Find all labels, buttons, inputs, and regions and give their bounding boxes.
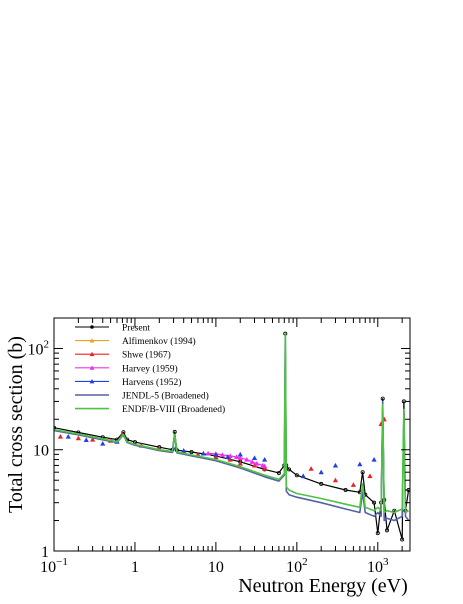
legend-label: Shwe (1967) — [122, 350, 171, 361]
data-point — [385, 528, 390, 533]
legend-item-5: Harvens (1952) — [75, 377, 181, 388]
series-3 — [57, 416, 387, 487]
data-point — [262, 466, 268, 471]
legend-swatch-marker — [89, 365, 95, 370]
x-tick-label-exp: −1 — [56, 556, 68, 568]
legend-label: JENDL-5 (Broadened) — [122, 391, 209, 402]
x-tick-label-base: 10 — [286, 559, 302, 576]
data-point — [262, 456, 268, 462]
legend-label: ENDF/B-VIII (Broadened) — [122, 404, 225, 415]
data-point — [276, 470, 281, 475]
data-point — [237, 451, 243, 457]
legend-label: Present — [122, 324, 150, 334]
legend-item-6: JENDL-5 (Broadened) — [75, 391, 209, 402]
series-1 — [54, 331, 410, 542]
y-tick-label-base: 10 — [28, 341, 44, 358]
series-line — [54, 332, 410, 514]
data-point — [367, 473, 373, 479]
data-point — [100, 440, 106, 446]
legend-item-2: Alfimenkov (1994) — [75, 336, 196, 347]
data-point — [227, 456, 233, 462]
legend-swatch-marker — [89, 351, 95, 357]
data-point — [371, 456, 377, 462]
data-point — [294, 473, 299, 478]
y-tick-label: 1 — [41, 544, 49, 561]
data-point — [213, 451, 219, 457]
data-point — [372, 500, 377, 505]
data-point — [308, 466, 314, 471]
data-point — [225, 454, 231, 459]
data-point — [90, 436, 96, 442]
data-point — [213, 454, 219, 459]
data-point — [375, 531, 380, 536]
data-point — [318, 469, 324, 475]
data-point — [237, 455, 243, 461]
series-5 — [65, 433, 377, 479]
legend-item-3: Shwe (1967) — [75, 350, 171, 361]
data-point — [75, 435, 81, 441]
data-point — [400, 537, 405, 542]
data-point — [237, 460, 243, 466]
legend-label: Harvens (1952) — [122, 377, 181, 388]
series-6 — [54, 334, 410, 522]
data-point — [200, 450, 206, 456]
x-tick-label-base: 10 — [367, 559, 383, 576]
x-axis-title: Neutron Energy (eV) — [238, 575, 408, 597]
data-point — [83, 437, 89, 443]
data-point — [300, 473, 306, 479]
data-point — [65, 433, 71, 439]
data-point — [332, 477, 339, 483]
data-point — [251, 455, 258, 461]
data-point — [343, 488, 348, 493]
y-axis-title: Total cross section (b) — [5, 336, 27, 513]
series-7 — [54, 332, 410, 514]
axis-titles: Neutron Energy (eV) Total cross section … — [5, 336, 408, 597]
x-tick-label-base: 10 — [40, 559, 56, 576]
legend: Present Alfimenkov (1994) Shwe (1967) Harve… — [75, 324, 225, 415]
data-point — [233, 454, 240, 459]
data-point — [189, 449, 194, 454]
data-point — [57, 433, 64, 439]
x-tick-label-exp: 3 — [383, 556, 389, 568]
legend-label: Alfimenkov (1994) — [122, 336, 196, 347]
data-point — [360, 470, 365, 475]
data-point — [219, 452, 225, 457]
x-tick-label: 10 — [208, 559, 224, 576]
series-line — [54, 333, 410, 541]
x-tick-label-exp: 2 — [302, 556, 308, 568]
legend-item-1: Present — [75, 324, 150, 334]
legend-label: Harvey (1959) — [122, 363, 178, 374]
x-tick-label: 102 — [286, 556, 308, 576]
plot-border — [53, 317, 411, 552]
data-point — [380, 396, 385, 401]
legend-swatch-marker — [89, 338, 95, 343]
data-point — [286, 467, 291, 472]
data-point — [350, 482, 357, 487]
plot-frame — [53, 317, 411, 552]
x-tick-label: 10−1 — [40, 556, 68, 576]
data-point — [319, 481, 324, 486]
x-tick-label: 1 — [131, 559, 139, 576]
y-tick-label: 102 — [28, 338, 50, 358]
data-point — [205, 450, 211, 456]
legend-item-4: Harvey (1959) — [75, 363, 178, 374]
y-tick-label: 10 — [33, 443, 49, 460]
legend-swatch-marker — [89, 379, 95, 384]
data-point — [181, 448, 187, 453]
data-point — [262, 463, 268, 469]
data-point — [244, 456, 250, 462]
legend-item-7: ENDF/B-VIII (Broadened) — [75, 404, 225, 415]
x-tick-label: 103 — [367, 556, 389, 576]
series-layer — [54, 331, 410, 542]
y-tick-label-exp: 2 — [44, 338, 50, 350]
series-line — [54, 334, 410, 522]
data-point — [357, 461, 363, 467]
data-point — [332, 462, 339, 468]
data-point — [254, 460, 260, 466]
legend-swatch-marker — [90, 325, 94, 329]
data-point — [249, 459, 255, 464]
